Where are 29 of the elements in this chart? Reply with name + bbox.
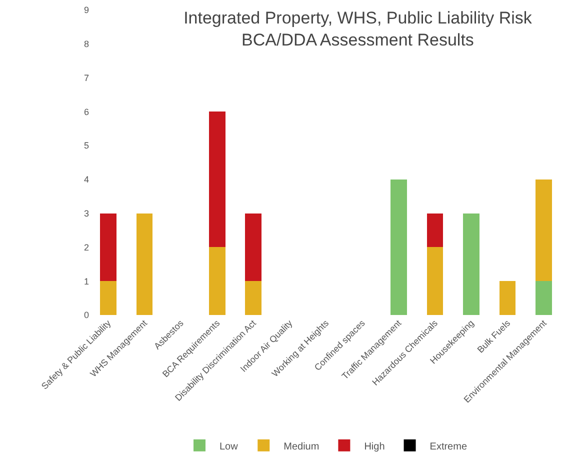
y-tick-label: 7 [84,72,89,83]
bar [536,281,552,315]
legend-label: Extreme [430,441,468,452]
text: Integrated Property, WHS, Public Liability Risk BCA/DDA Assessment Results [184,8,532,50]
legend-label: Medium [284,441,320,452]
bar [536,179,552,282]
bar [136,213,153,315]
bar [426,247,444,315]
y-tick-label: 2 [84,242,89,252]
y-tick-label: 0 [84,310,89,320]
bar [100,213,116,282]
y-tick-label: 3 [84,208,89,218]
legend-label: Low [220,441,239,452]
bar [463,213,480,315]
bar [208,112,226,248]
y-tick-label: 5 [84,140,89,151]
bar [390,179,407,315]
y-tick-label: 6 [84,106,89,117]
y-tick-label: 9 [84,5,89,16]
bar [426,213,444,248]
legend-label: High [364,441,385,452]
y-tick-label: 1 [84,276,89,286]
bar [245,281,262,315]
bar [245,213,262,282]
y-tick-label: 8 [84,39,89,50]
bar [100,281,116,315]
bar [208,247,226,315]
bar [499,281,516,315]
y-tick-label: 4 [84,174,89,185]
